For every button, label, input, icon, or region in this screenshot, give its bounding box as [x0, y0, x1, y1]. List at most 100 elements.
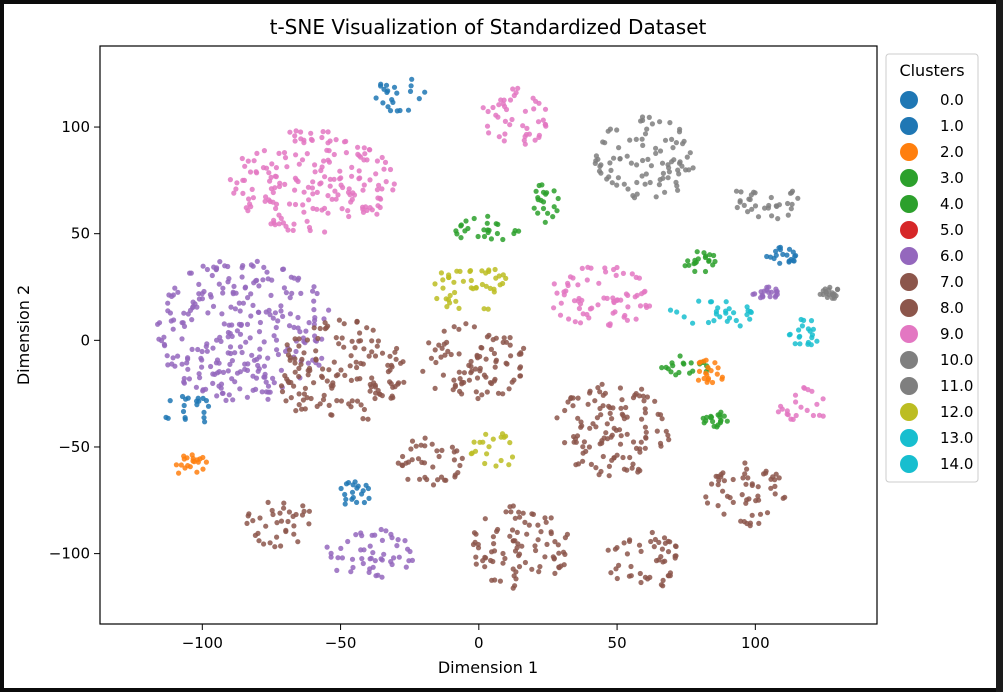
data-point	[575, 415, 581, 421]
data-point	[656, 539, 662, 546]
data-point	[375, 203, 381, 209]
data-point	[724, 493, 731, 499]
data-point	[498, 457, 504, 464]
legend-label: 5.0	[940, 221, 964, 239]
data-point	[390, 187, 396, 193]
data-point	[284, 164, 290, 170]
data-point	[533, 188, 539, 194]
data-point	[551, 188, 557, 194]
data-point	[702, 268, 709, 275]
data-point	[520, 510, 526, 516]
data-point	[239, 274, 245, 280]
data-point	[311, 325, 317, 331]
data-point	[241, 177, 247, 183]
data-point	[409, 76, 415, 82]
data-point	[588, 461, 595, 467]
cluster-9-0	[775, 385, 826, 422]
data-point	[331, 176, 337, 182]
data-point	[473, 554, 479, 560]
data-point	[542, 219, 548, 225]
data-point	[279, 389, 286, 395]
data-point	[256, 329, 263, 335]
data-point	[714, 371, 720, 377]
data-point	[285, 378, 291, 384]
data-point	[614, 297, 620, 303]
data-point	[665, 549, 672, 555]
data-point	[265, 499, 271, 505]
data-point	[656, 557, 662, 563]
cluster-8-0	[278, 317, 407, 422]
data-point	[450, 387, 456, 393]
data-point	[636, 542, 643, 548]
data-point	[268, 292, 274, 298]
data-point	[704, 500, 711, 506]
data-point	[376, 182, 382, 188]
data-point	[361, 145, 367, 151]
data-point	[490, 436, 496, 442]
data-point	[662, 137, 669, 143]
data-point	[326, 307, 332, 313]
data-point	[532, 543, 538, 549]
data-point	[764, 253, 770, 260]
data-point	[328, 554, 334, 560]
data-point	[623, 291, 630, 297]
data-point	[662, 540, 669, 546]
data-point	[339, 555, 345, 561]
data-point	[538, 529, 544, 535]
data-point	[507, 504, 513, 510]
data-point	[366, 353, 372, 359]
data-point	[611, 455, 617, 461]
data-point	[512, 548, 519, 554]
data-point	[434, 448, 440, 454]
data-point	[684, 154, 690, 160]
data-point	[743, 500, 749, 506]
data-point	[282, 181, 288, 187]
data-point	[225, 279, 231, 285]
data-point	[451, 324, 457, 330]
data-point	[320, 129, 326, 135]
data-point	[457, 462, 463, 469]
data-point	[731, 310, 737, 316]
data-point	[250, 373, 256, 379]
data-point	[606, 174, 612, 180]
data-point	[809, 388, 815, 394]
data-point	[295, 314, 301, 321]
data-point	[752, 203, 759, 209]
data-point	[617, 441, 624, 447]
data-point	[438, 270, 444, 276]
data-point	[579, 265, 585, 271]
data-point	[674, 309, 680, 315]
data-point	[565, 399, 571, 405]
data-point	[706, 257, 712, 264]
data-point	[304, 218, 310, 224]
data-point	[439, 447, 445, 453]
cluster-8-0	[470, 503, 571, 591]
data-point	[485, 227, 491, 233]
legend-label: 12.0	[940, 403, 973, 421]
data-point	[494, 230, 500, 237]
data-point	[491, 548, 498, 554]
data-point	[593, 465, 599, 471]
data-point	[265, 396, 271, 402]
data-point	[503, 339, 509, 345]
data-point	[340, 184, 346, 191]
data-point	[335, 192, 341, 198]
data-point	[572, 319, 578, 325]
data-point	[638, 548, 644, 555]
data-point	[434, 295, 440, 302]
data-point	[213, 266, 219, 272]
legend-title: Clusters	[899, 61, 964, 80]
data-point	[510, 538, 517, 544]
data-point	[253, 386, 259, 392]
data-point	[314, 290, 320, 297]
data-point	[200, 395, 206, 401]
data-point	[312, 169, 318, 175]
data-point	[232, 306, 238, 312]
data-point	[314, 403, 320, 409]
data-point	[387, 379, 393, 385]
data-point	[385, 104, 391, 110]
data-point	[630, 395, 637, 401]
data-point	[379, 186, 385, 192]
data-point	[715, 503, 721, 509]
data-point	[673, 543, 679, 550]
